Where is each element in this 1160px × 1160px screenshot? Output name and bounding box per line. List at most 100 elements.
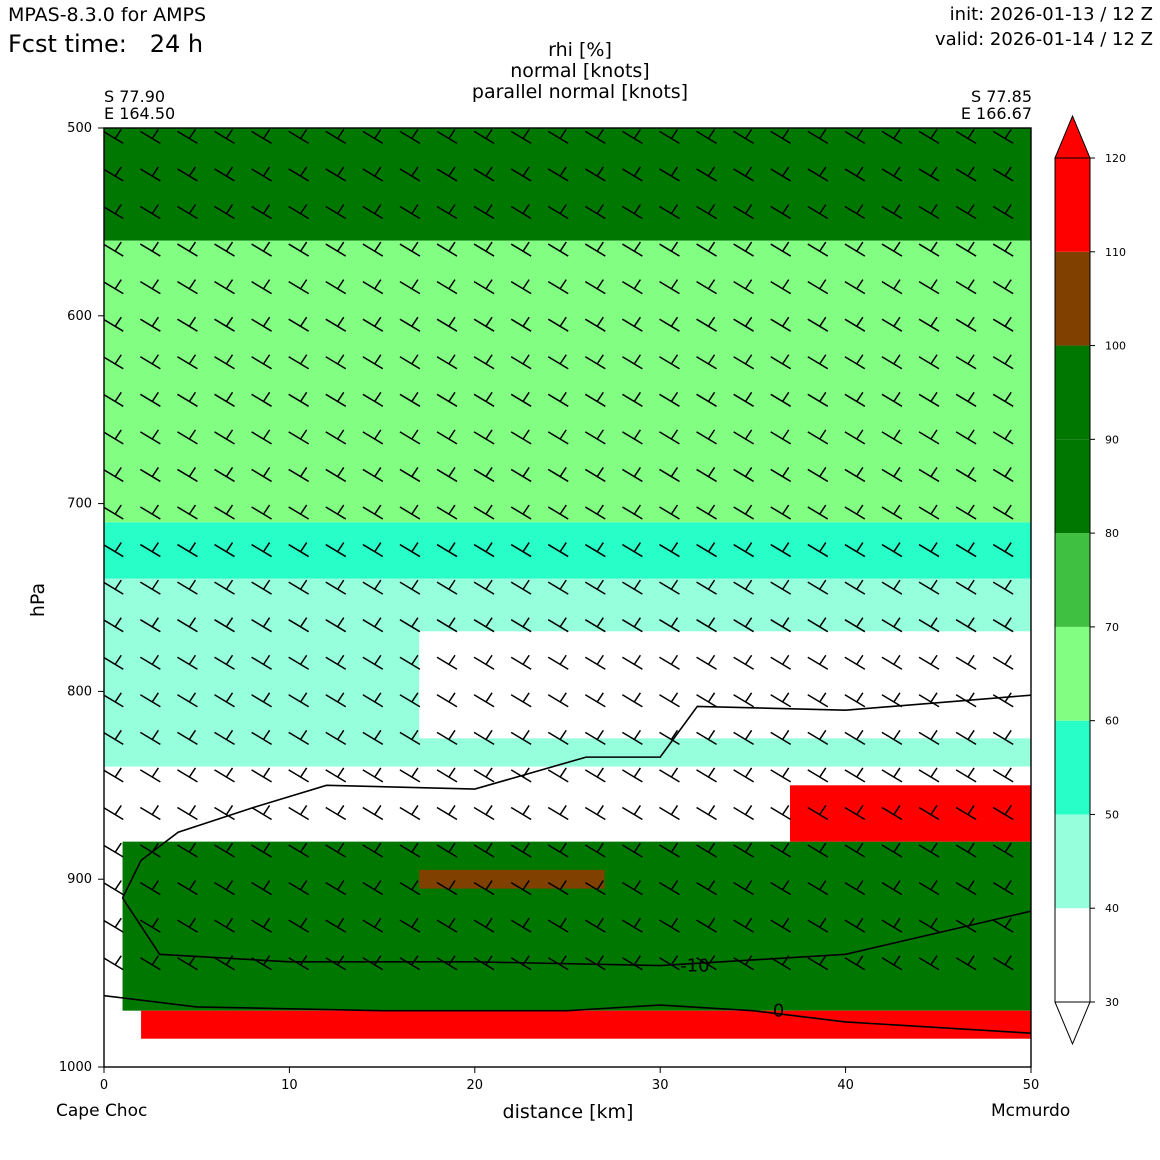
wind-barb: [992, 128, 1014, 145]
wind-barb: [881, 729, 903, 745]
y-tick-label: 1000: [59, 1060, 92, 1075]
chart-title-line-2: normal [knots]: [510, 60, 650, 82]
wind-barb: [696, 842, 717, 858]
wind-barb: [436, 617, 458, 633]
colorbar-segment: [1055, 158, 1090, 252]
end-coordinates: S 77.85 E 166.67: [961, 88, 1032, 122]
wind-barb: [733, 128, 755, 145]
wind-barb: [104, 354, 124, 370]
x-tick-label: 50: [1023, 1078, 1040, 1093]
wind-barb: [584, 429, 606, 445]
wind-barb: [696, 692, 717, 708]
wind-barb: [918, 504, 940, 520]
wind-barb: [547, 805, 569, 821]
y-tick-label: 700: [67, 497, 92, 512]
wind-barb: [547, 128, 569, 145]
wind-barb: [177, 241, 198, 257]
wind-barb: [770, 354, 792, 370]
wind-barb: [362, 166, 384, 182]
wind-barb: [622, 880, 643, 896]
wind-barb: [325, 842, 347, 858]
wind-barb: [696, 166, 717, 182]
wind-barb: [881, 805, 903, 821]
wind-barb: [955, 504, 977, 520]
wind-barb: [288, 354, 310, 370]
wind-barb: [251, 316, 272, 332]
wind-barb: [696, 241, 717, 257]
wind-barb: [288, 842, 310, 858]
wind-barb: [436, 354, 458, 370]
wind-barb: [955, 617, 977, 633]
wind-barb: [473, 917, 495, 933]
wind-barb: [288, 429, 310, 445]
wind-barb: [251, 805, 272, 821]
colorbar-tick-label: 50: [1105, 808, 1119, 821]
wind-barb: [547, 279, 569, 295]
wind-barb: [659, 429, 680, 445]
wind-barb: [288, 128, 310, 145]
wind-barb: [733, 654, 755, 670]
wind-barb: [584, 654, 606, 670]
wind-barb: [547, 542, 569, 558]
wind-barb: [992, 467, 1014, 483]
wind-barb: [918, 204, 940, 220]
wind-barb: [362, 316, 384, 332]
wind-barb: [844, 504, 866, 520]
wind-barb: [288, 391, 310, 407]
wind-barb: [177, 542, 198, 558]
wind-barb: [584, 279, 606, 295]
wind-barb: [992, 166, 1014, 182]
wind-barb: [807, 617, 829, 633]
wind-barb: [251, 354, 272, 370]
wind-barb: [659, 128, 680, 145]
wind-barb: [807, 842, 829, 858]
wind-barb: [733, 241, 755, 257]
wind-barb: [436, 767, 458, 783]
wind-barb: [325, 692, 347, 708]
colorbar-segment: [1055, 626, 1090, 721]
colorbar-segment: [1055, 345, 1090, 440]
wind-barb: [473, 204, 495, 220]
wind-barb: [770, 204, 792, 220]
colorbar-frame: [1054, 157, 1091, 1003]
wind-barb: [992, 429, 1014, 445]
wind-barb: [214, 692, 235, 708]
wind-barb: [733, 504, 755, 520]
wind-barb: [770, 391, 792, 407]
y-axis-title: hPa: [27, 583, 49, 617]
wind-barb: [362, 354, 384, 370]
wind-barb: [436, 692, 458, 708]
wind-barb: [992, 542, 1014, 558]
wind-barb: [955, 166, 977, 182]
wind-barb: [918, 316, 940, 332]
wind-barb: [881, 279, 903, 295]
wind-barb: [807, 279, 829, 295]
wind-barb: [918, 955, 940, 971]
wind-barb: [992, 279, 1014, 295]
wind-barb: [251, 542, 272, 558]
wind-barb: [399, 316, 421, 332]
wind-barb: [104, 128, 124, 145]
wind-barb: [992, 204, 1014, 220]
wind-barb: [436, 241, 458, 257]
wind-barb: [104, 279, 124, 295]
wind-barb: [177, 805, 198, 821]
wind-barb: [584, 467, 606, 483]
wind-barb: [547, 617, 569, 633]
wind-barb: [807, 917, 829, 933]
wind-barb: [547, 692, 569, 708]
y-tick-label: 900: [67, 872, 92, 887]
wind-barb: [139, 542, 161, 558]
wind-barb: [436, 955, 458, 971]
wind-barb: [399, 279, 421, 295]
wind-barb: [584, 128, 606, 145]
rhi-band-7: [419, 869, 605, 889]
wind-barb: [251, 842, 272, 858]
wind-barb: [622, 316, 643, 332]
wind-barb: [139, 729, 161, 745]
wind-barb: [547, 467, 569, 483]
contour-line-1-lower: [121, 897, 1031, 967]
wind-barb: [251, 729, 272, 745]
wind-barb: [622, 692, 643, 708]
wind-barb: [251, 391, 272, 407]
